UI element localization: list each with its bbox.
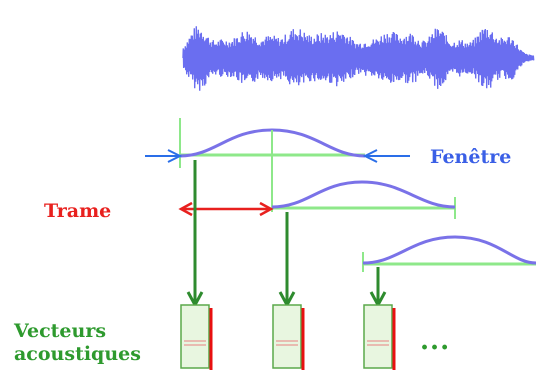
frame-label: Trame <box>44 200 112 222</box>
continuation-ellipsis: ... <box>420 326 451 356</box>
window-width-arrows <box>145 149 410 163</box>
window-2-curve <box>271 180 456 209</box>
analysis-window-2 <box>271 130 456 219</box>
acoustic-vectors-label: Vecteurs acoustiques <box>14 320 141 366</box>
analysis-window-3 <box>362 235 536 272</box>
acoustic-vector-2 <box>272 304 305 370</box>
acoustic-vector-1 <box>180 304 213 370</box>
blue-arrow-right-head <box>362 149 378 163</box>
red-arrow-left-head <box>178 201 193 217</box>
window-label: Fenêtre <box>430 146 512 168</box>
red-arrow-right-head <box>259 201 274 217</box>
acoustic-vectors-label-line1: Vecteurs <box>14 320 107 342</box>
speech-waveform <box>182 26 535 91</box>
frame-shift-arrow <box>178 201 274 217</box>
window-3-curve <box>362 235 536 265</box>
acoustic-vectors-label-line2: acoustiques <box>14 343 141 365</box>
blue-arrow-left-head <box>167 149 183 163</box>
acoustic-vector-3 <box>363 304 396 370</box>
